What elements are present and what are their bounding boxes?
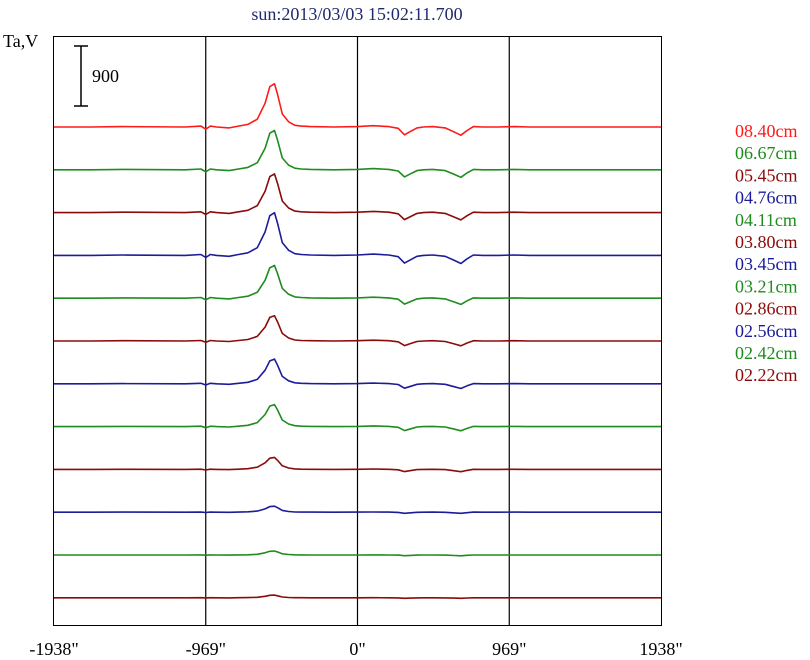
scale-bar: 900 <box>74 45 119 107</box>
series-line <box>54 211 661 265</box>
series-line <box>54 264 661 306</box>
legend-entry: 02.42cm <box>735 343 798 363</box>
series-line <box>54 314 661 347</box>
legend-entry: 04.76cm <box>735 188 798 208</box>
scale-bar-label: 900 <box>92 66 119 86</box>
series-line <box>54 456 661 473</box>
series-line <box>54 403 661 432</box>
series-line <box>54 129 661 179</box>
legend-entry: 03.45cm <box>735 254 798 274</box>
vertical-reference-lines <box>205 37 510 625</box>
x-tick-label: 969" <box>492 639 526 659</box>
series-line <box>54 358 661 390</box>
series-line <box>54 550 661 557</box>
x-tick-label: 1938" <box>639 639 682 659</box>
legend-entry: 03.80cm <box>735 232 798 252</box>
legend-entry: 06.67cm <box>735 143 798 163</box>
series-line <box>54 505 661 515</box>
legend-entry: 03.21cm <box>735 276 798 296</box>
legend-entry: 08.40cm <box>735 121 798 141</box>
chart-title: sun:2013/03/03 15:02:11.700 <box>251 4 462 24</box>
series-line <box>54 82 661 136</box>
x-tick-labels: -1938" -969" 0" 969" 1938" <box>29 639 682 659</box>
legend-entry: 02.22cm <box>735 365 798 385</box>
y-axis-label: Ta,V <box>3 31 38 51</box>
x-tick-label: -969" <box>186 639 226 659</box>
legend-entry: 04.11cm <box>735 210 797 230</box>
plot-frame <box>53 36 662 626</box>
series-line <box>54 594 661 600</box>
x-tick-label: 0" <box>349 639 365 659</box>
legend-entry: 02.86cm <box>735 299 798 319</box>
legend-entry: 02.56cm <box>735 321 798 341</box>
legend-entry: 05.45cm <box>735 165 798 185</box>
x-tick-label: -1938" <box>29 639 78 659</box>
series-line <box>54 173 661 221</box>
series-lines <box>54 82 661 600</box>
